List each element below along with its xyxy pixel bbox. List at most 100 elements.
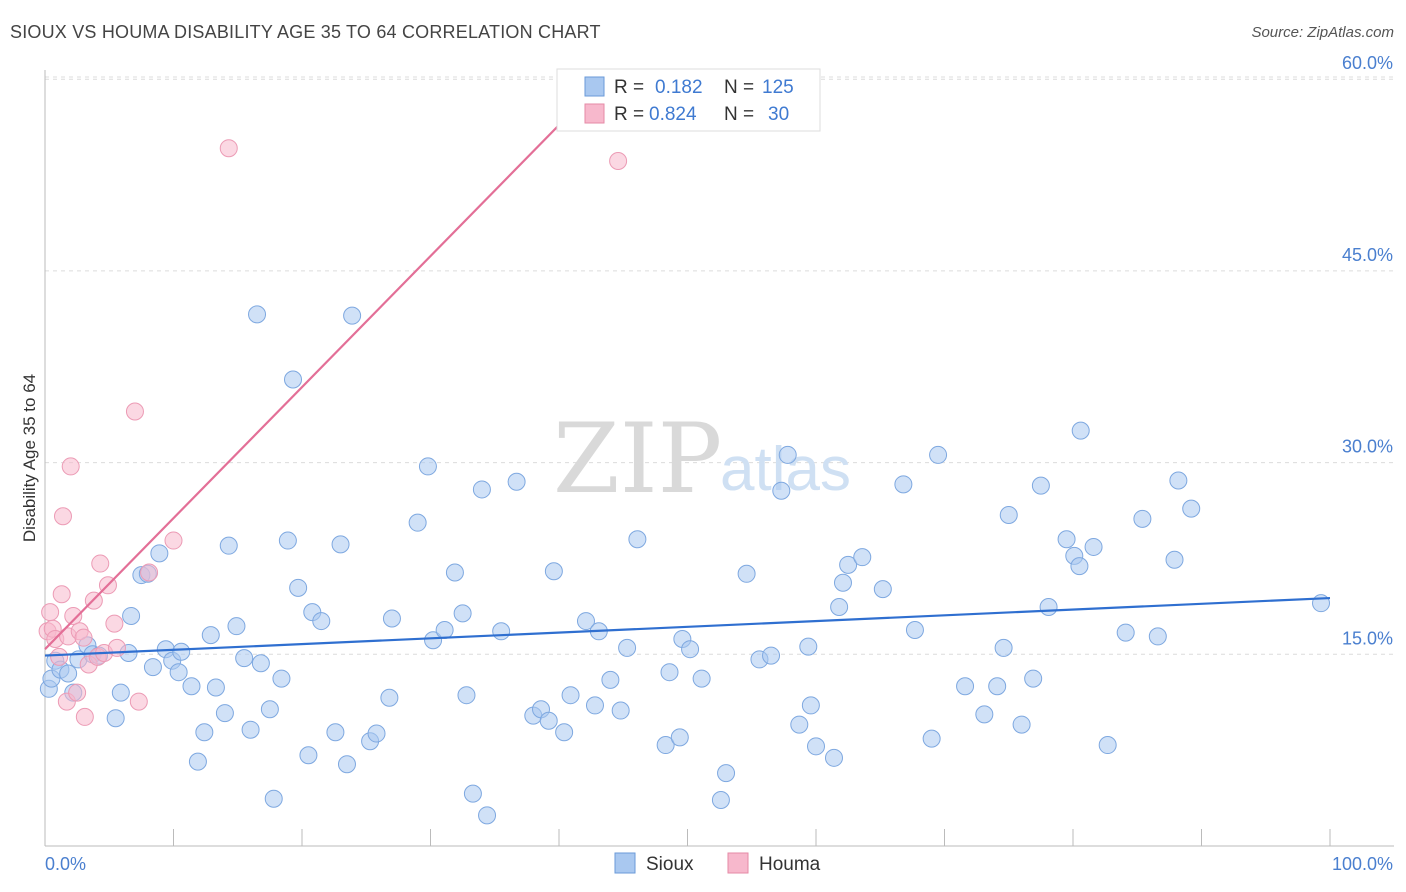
sioux-point [424, 631, 443, 650]
sioux-point [472, 480, 491, 499]
sioux-point [188, 752, 207, 771]
sioux-point [260, 700, 279, 719]
sioux-point [576, 612, 595, 631]
houma-point [219, 139, 238, 158]
source-credit: Source: ZipAtlas.com [1251, 24, 1394, 41]
sioux-point [1133, 509, 1152, 528]
houma-point [140, 563, 159, 582]
sioux-point [435, 621, 454, 640]
houma-point [68, 683, 87, 702]
bottom-legend-label-houma: Houma [759, 854, 821, 875]
sioux-point [801, 696, 820, 715]
sioux-point [929, 445, 948, 464]
sioux-point [999, 505, 1018, 524]
sioux-point [611, 701, 630, 720]
sioux-point [284, 370, 303, 389]
legend-r-label-houma: R = [614, 104, 644, 125]
y-tick-label: 60.0% [1342, 53, 1393, 73]
sioux-trendline [44, 596, 1331, 657]
sioux-point [922, 729, 941, 748]
sioux-point [507, 472, 526, 491]
houma-point [74, 628, 93, 647]
sioux-point [1070, 557, 1089, 576]
bottom-legend-swatch-sioux [614, 852, 636, 874]
sioux-point [975, 705, 994, 724]
sioux-point [182, 677, 201, 696]
sioux-point [1012, 715, 1031, 734]
sioux-point [248, 305, 267, 324]
houma-point [129, 692, 148, 711]
axes [44, 70, 1394, 847]
sioux-point [905, 621, 924, 640]
sioux-point [143, 658, 162, 677]
sioux-point [1031, 476, 1050, 495]
sioux-point [289, 578, 308, 597]
sioux-point [717, 764, 736, 783]
sioux-point [227, 617, 246, 636]
houma-point [91, 554, 110, 573]
legend-n-value-sioux: 125 [762, 77, 794, 98]
sioux-point [1182, 499, 1201, 518]
sioux-point [1084, 537, 1103, 556]
legend-swatch-houma [584, 103, 605, 124]
sioux-point [692, 669, 711, 688]
sioux-point [1071, 421, 1090, 440]
sioux-point [343, 306, 362, 325]
sioux-point [956, 677, 975, 696]
y-axis-label: Disability Age 35 to 64 [20, 374, 39, 542]
sioux-point [457, 686, 476, 705]
sioux-point [585, 696, 604, 715]
sioux-point [873, 580, 892, 599]
sioux-point [988, 677, 1007, 696]
sioux-point [544, 562, 563, 581]
sioux-point [278, 531, 297, 550]
sioux-point [312, 612, 331, 631]
sioux-point [994, 638, 1013, 657]
houma-point [50, 647, 69, 666]
houma-point [61, 457, 80, 476]
sioux-point [201, 626, 220, 645]
legend-r-label-sioux: R = [614, 77, 644, 98]
watermark-zip: ZIP [553, 403, 722, 515]
chart-title: SIOUX VS HOUMA DISABILITY AGE 35 TO 64 C… [10, 22, 601, 42]
sioux-point [1039, 598, 1058, 617]
sioux-point [453, 604, 472, 623]
legend-n-label-sioux: N = [724, 77, 754, 98]
sioux-point [894, 475, 913, 494]
legend-r-value-sioux: 0.182 [655, 77, 703, 98]
sioux-point [251, 654, 270, 673]
sioux-points [39, 305, 1331, 825]
houma-point [164, 531, 183, 550]
legend-swatch-sioux [584, 76, 605, 97]
sioux-point [367, 724, 386, 743]
sioux-point [331, 535, 350, 554]
houma-trendline [44, 78, 605, 650]
sioux-point [824, 748, 843, 767]
y-tick-labels: 15.0% 30.0% 45.0% 60.0% [1342, 53, 1393, 648]
x-tick-label-max: 100.0% [1332, 854, 1393, 874]
sioux-point [737, 564, 756, 583]
sioux-point [215, 704, 234, 723]
houma-point [105, 614, 124, 633]
y-tick-label: 15.0% [1342, 628, 1393, 648]
bottom-legend-swatch-houma [727, 852, 749, 874]
trendlines [44, 78, 1331, 657]
sioux-point [150, 544, 169, 563]
legend-r-value-houma: 0.824 [649, 104, 697, 125]
sioux-point [539, 711, 558, 730]
sioux-point [169, 663, 188, 682]
sioux-point [799, 637, 818, 656]
houma-point [125, 402, 144, 421]
sioux-point [337, 755, 356, 774]
sioux-point [853, 548, 872, 567]
sioux-point [670, 728, 689, 747]
sioux-point [380, 688, 399, 707]
sioux-point [478, 806, 497, 825]
top-legend: R = 0.182 N = 125 R = 0.824 N = 30 [556, 68, 821, 132]
sioux-point [59, 664, 78, 683]
sioux-point [463, 784, 482, 803]
sioux-point [1148, 627, 1167, 646]
gridlines [45, 76, 1394, 655]
sioux-point [1169, 471, 1188, 490]
